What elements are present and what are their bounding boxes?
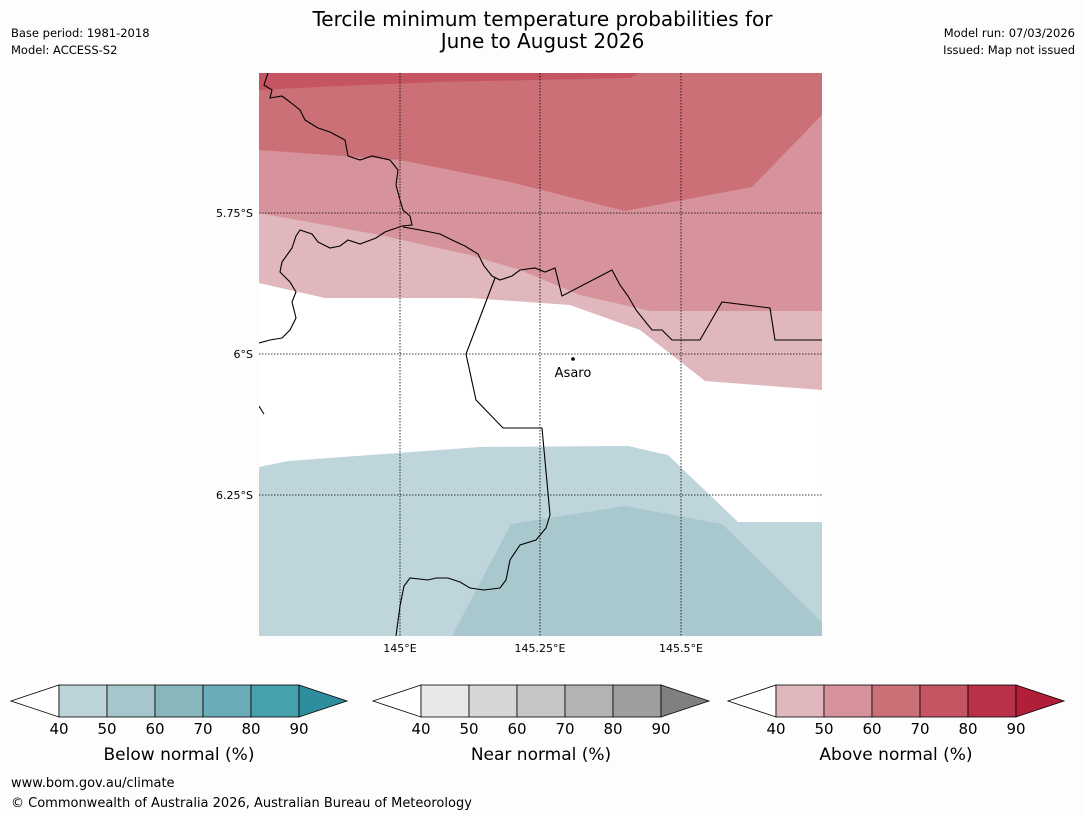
title-line-1: Tercile minimum temperature probabilitie…	[312, 7, 773, 31]
lat-label-5-75s: 5.75°S	[216, 207, 253, 220]
colorbar-segment	[468, 684, 518, 718]
map-canvas: Asaro 5.75°S 6°S 6.25°S 145°E 145.25°E 1…	[216, 73, 822, 655]
colorbar-near-label: Near normal (%)	[470, 745, 612, 765]
tick-label: 40	[766, 720, 786, 738]
meta-right: Model run: 07/03/2026 Issued: Map not is…	[943, 25, 1075, 59]
title-line-2: June to August 2026	[440, 29, 645, 53]
tick-label: 90	[651, 720, 671, 738]
tick-label: 60	[507, 720, 527, 738]
tick-label: 50	[97, 720, 117, 738]
tick-label: 90	[289, 720, 309, 738]
lat-label-6-25s: 6.25°S	[216, 489, 253, 502]
colorbar-above-normal	[726, 684, 1066, 718]
colorbar-below-label: Below normal (%)	[103, 745, 255, 765]
graticule	[259, 73, 822, 636]
lon-label-145-5e: 145.5°E	[659, 642, 703, 655]
tick-label: 40	[49, 720, 69, 738]
tick-label: 50	[459, 720, 479, 738]
colorbar-segment	[250, 684, 300, 718]
colorbar-segment	[775, 684, 825, 718]
boundaries	[259, 73, 822, 636]
town-label-asaro: Asaro	[555, 366, 592, 381]
lon-label-145e: 145°E	[383, 642, 416, 655]
tick-label: 90	[1006, 720, 1026, 738]
meta-left: Base period: 1981-2018 Model: ACCESS-S2	[11, 25, 150, 59]
map-title: Tercile minimum temperature probabilitie…	[0, 8, 1085, 52]
tick-label: 70	[193, 720, 213, 738]
tick-label: 80	[241, 720, 261, 738]
colorbar-segment	[967, 684, 1017, 718]
tick-label: 60	[145, 720, 165, 738]
below-50-60-region	[452, 506, 822, 636]
boundary-west-south	[395, 277, 551, 636]
issued-status: Issued: Map not issued	[943, 43, 1075, 57]
tick-label: 70	[555, 720, 575, 738]
base-period: Base period: 1981-2018	[11, 26, 150, 40]
colorbar-segment	[420, 684, 470, 718]
probability-fills	[259, 73, 822, 636]
colorbar-near-normal	[371, 684, 711, 718]
colorbar-segment	[202, 684, 252, 718]
colorbar-segment	[823, 684, 873, 718]
above-70-80-region	[259, 73, 640, 90]
colorbar-extend-low	[9, 684, 60, 718]
town-marker-asaro	[571, 357, 575, 361]
boundary-north	[259, 73, 413, 344]
boundary-fragment	[259, 405, 265, 415]
tick-label: 60	[862, 720, 882, 738]
colorbar-extend-low	[371, 684, 422, 718]
colorbar-extend-high	[298, 684, 349, 718]
colorbar-extend-high	[1015, 684, 1066, 718]
lon-label-145-25e: 145.25°E	[515, 642, 566, 655]
colorbar-segment	[919, 684, 969, 718]
boundary-central	[402, 226, 822, 341]
colorbar-segment	[58, 684, 108, 718]
tick-label: 70	[910, 720, 930, 738]
colorbar-segment	[154, 684, 204, 718]
colorbar-extend-low	[726, 684, 777, 718]
colorbar-below-normal	[9, 684, 349, 718]
colorbars	[9, 684, 1066, 718]
colorbar-above-label: Above normal (%)	[819, 745, 973, 765]
website-link[interactable]: www.bom.gov.au/climate	[11, 776, 175, 791]
lat-label-6s: 6°S	[234, 348, 253, 361]
colorbar-segment	[871, 684, 921, 718]
tick-label: 50	[814, 720, 834, 738]
colorbar-segment	[516, 684, 566, 718]
colorbar-segment	[106, 684, 156, 718]
model-name: Model: ACCESS-S2	[11, 43, 118, 57]
colorbar-segment	[612, 684, 662, 718]
colorbar-extend-high	[660, 684, 711, 718]
colorbar-segment	[564, 684, 614, 718]
model-run: Model run: 07/03/2026	[943, 26, 1075, 40]
tick-label: 80	[958, 720, 978, 738]
copyright-notice: © Commonwealth of Australia 2026, Austra…	[11, 796, 472, 811]
tick-label: 80	[603, 720, 623, 738]
tick-label: 40	[411, 720, 431, 738]
